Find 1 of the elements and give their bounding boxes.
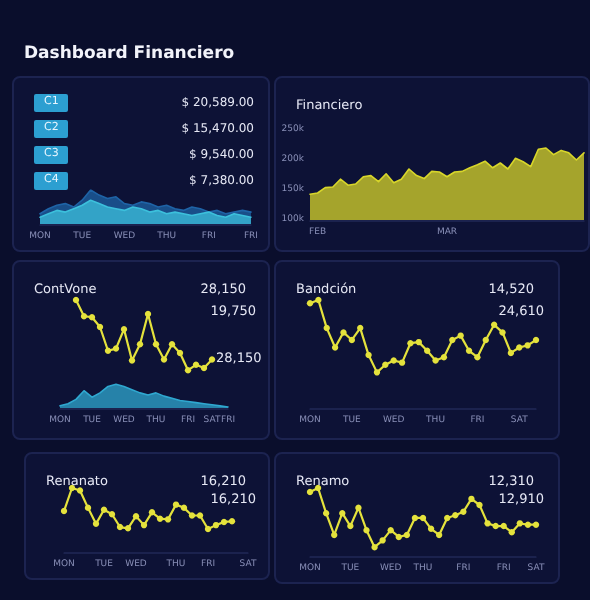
text: Dashboard Financiero — [24, 44, 235, 64]
